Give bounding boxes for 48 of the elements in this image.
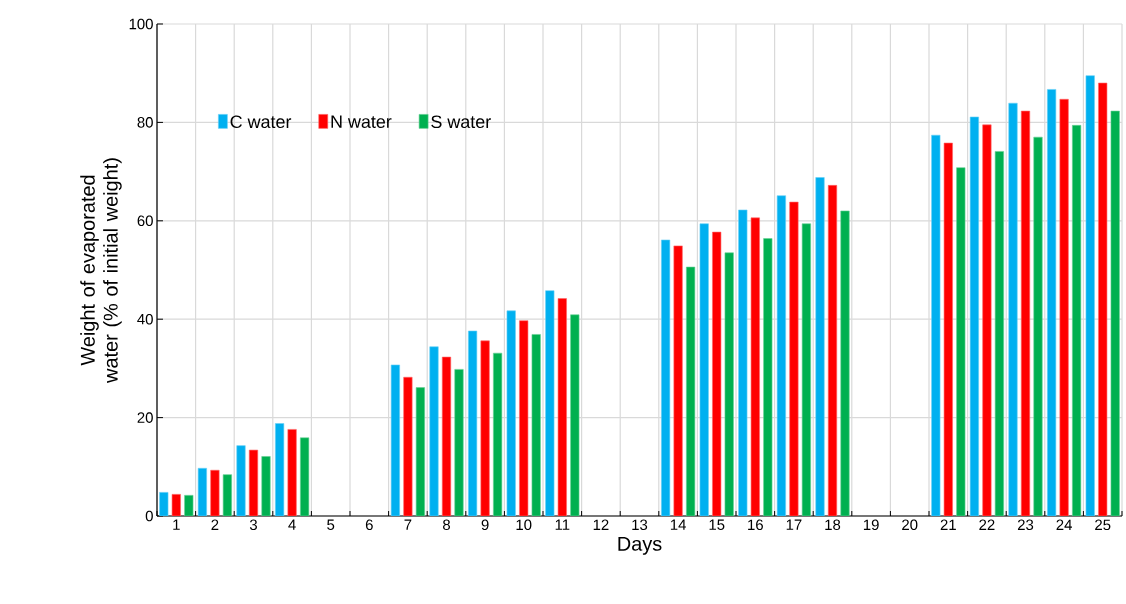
x-tick-label: 10: [516, 519, 532, 531]
bar: [789, 201, 799, 516]
bar: [1033, 136, 1043, 516]
bar: [210, 469, 220, 516]
bar: [1008, 102, 1018, 516]
bar: [236, 445, 246, 516]
x-tick-label: 15: [709, 519, 725, 530]
y-tick-label: 80: [137, 117, 153, 128]
x-tick-label: 16: [748, 519, 763, 531]
x-tick-label: 14: [670, 519, 686, 530]
x-tick-label: 24: [1056, 519, 1072, 530]
y-tick-label: 60: [137, 215, 153, 227]
x-tick-label: 5: [327, 519, 335, 530]
x-tick-label: 19: [863, 519, 879, 531]
y-tick-label: 40: [137, 313, 153, 325]
x-tick-label: 7: [404, 519, 412, 530]
x-tick-label: 12: [593, 519, 609, 530]
bar: [815, 177, 825, 516]
x-tick-label: 17: [786, 519, 802, 530]
x-tick-label: 9: [481, 519, 489, 531]
x-tick-label: 20: [902, 519, 918, 531]
x-tick-label: 25: [1095, 519, 1111, 531]
legend-label: N water: [331, 115, 392, 128]
bar: [840, 210, 850, 516]
x-tick-label: 23: [1017, 519, 1034, 531]
y-tick-label: 20: [137, 412, 153, 423]
x-tick-label: 21: [940, 519, 956, 530]
x-tick-label: 1: [173, 519, 180, 530]
y-axis-title: Weight of evaporated water (% of initial weight): [80, 158, 122, 383]
bar: [429, 346, 439, 516]
bar: [403, 376, 413, 516]
legend-label: S water: [431, 115, 491, 129]
x-tick-label: 18: [825, 519, 841, 531]
y-tick-label: 0: [145, 510, 153, 522]
x-axis-title: Days: [618, 536, 662, 555]
x-tick-label: 6: [365, 519, 373, 531]
x-tick-label: 2: [211, 519, 219, 530]
legend-label: C water: [230, 115, 292, 129]
y-tick-label: 100: [129, 18, 153, 30]
x-tick-label: 4: [288, 519, 296, 530]
bar: [982, 124, 992, 516]
bar: [454, 369, 464, 516]
x-tick-label: 8: [443, 519, 450, 531]
x-tick-label: 11: [555, 519, 570, 530]
x-tick-label: 3: [249, 519, 257, 531]
bar: [261, 456, 271, 516]
x-tick-label: 22: [979, 519, 995, 530]
x-tick-label: 13: [632, 519, 648, 531]
